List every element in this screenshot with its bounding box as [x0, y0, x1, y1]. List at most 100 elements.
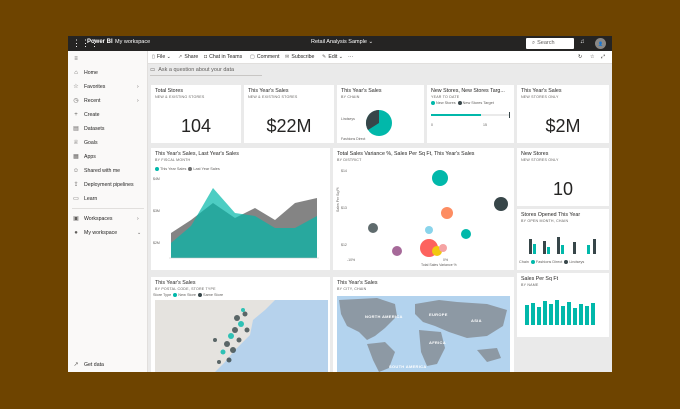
y-tick: $4M [153, 177, 160, 181]
app-launcher-icon[interactable]: ⋮⋮⋮ [72, 38, 99, 48]
tile-new-stores-target[interactable]: New Stores, New Stores Targ... YEAR TO D… [427, 85, 514, 143]
column-bar [531, 303, 535, 325]
map-land [419, 330, 445, 366]
arrow-up-right-icon: ↗ [73, 362, 79, 368]
bubble-map[interactable] [155, 300, 328, 372]
pie-chart: Lindseys Fashions Direct [341, 109, 392, 141]
tile-sales-by-postal[interactable]: This Year's Sales BY POSTAL CODE, STORE … [151, 277, 330, 372]
favorite-star-icon[interactable]: ☆ [590, 54, 595, 60]
map-bubble [232, 327, 238, 333]
comment-button[interactable]: ▢ Comment [250, 54, 280, 60]
scatter-point [368, 223, 378, 233]
search-icon: ⌕ [532, 40, 536, 46]
kpi-value: $2M [545, 116, 581, 136]
map-bubble [224, 341, 230, 347]
chevron-down-icon: ⌄ [368, 39, 374, 45]
y-tick: $12 [341, 243, 347, 247]
collapse-nav-button[interactable]: ≡ [68, 53, 148, 65]
map-bubble [228, 333, 234, 339]
plus-icon: + [74, 112, 78, 118]
tile-sales-by-chain[interactable]: This Year's Sales BY CHAIN Lindseys Fash… [337, 85, 424, 143]
workspace-breadcrumb[interactable]: My workspace [115, 39, 151, 45]
sidebar-item-goals[interactable]: ♕ Goals [68, 137, 148, 149]
workspaces-icon: ▣ [73, 216, 79, 222]
scatter-point [425, 226, 433, 234]
sidebar-item-my-workspace[interactable]: ● My workspace ⌄ [68, 227, 148, 239]
file-icon: ▯ [152, 54, 155, 60]
kpi-value: 104 [180, 116, 212, 136]
sidebar-item-apps[interactable]: ▦ Apps [68, 151, 148, 163]
sidebar-item-learn[interactable]: ▭ Learn [68, 193, 148, 205]
scatter-point [439, 244, 447, 252]
refresh-icon[interactable]: ↻ [578, 54, 583, 60]
subscribe-button[interactable]: ✉ Subscribe [285, 54, 315, 60]
chat-in-teams-button[interactable]: ◘ Chat in Teams [204, 54, 243, 60]
map-bubble [213, 338, 217, 342]
column-bar [585, 306, 589, 325]
file-menu[interactable]: ▯ File ⌄ [152, 54, 172, 60]
map-bubble [242, 311, 248, 317]
map-bubble [234, 315, 240, 321]
sidebar-item-datasets[interactable]: ▤ Datasets [68, 123, 148, 135]
column-bar [567, 302, 571, 325]
map-land [415, 300, 507, 338]
powerbi-window: ⋮⋮⋮ Power BI My workspace Retail Analysi… [68, 36, 612, 372]
chevron-right-icon: › [137, 84, 139, 90]
chevron-right-icon: › [137, 98, 139, 104]
fullscreen-icon[interactable]: ⤢ [601, 54, 606, 60]
y-tick: $3M [153, 209, 160, 213]
tile-new-stores[interactable]: New Stores NEW STORES ONLY 10 [517, 148, 609, 206]
column-bar [587, 245, 590, 254]
world-map[interactable]: NORTH AMERICA EUROPE ASIA AFRICA SOUTH A… [337, 296, 510, 372]
map-bubble [236, 337, 242, 343]
sidebar-divider [72, 208, 144, 209]
map-bubble [238, 321, 244, 327]
map-bubble [217, 360, 221, 364]
share-button[interactable]: ↗ Share [178, 54, 199, 60]
tile-stores-opened[interactable]: Stores Opened This Year BY OPEN MONTH, C… [517, 209, 609, 270]
brand-label[interactable]: Power BI [87, 39, 113, 45]
tile-total-stores[interactable]: Total Stores NEW & EXISTING STORES 104 [151, 85, 241, 143]
report-title[interactable]: Retail Analysis Sample ⌄ [311, 39, 374, 45]
tile-sales-by-fiscal-month[interactable]: This Year's Sales, Last Year's Sales BY … [151, 148, 330, 270]
avatar[interactable]: 👤 [595, 38, 606, 49]
search-input[interactable]: ⌕ Search [526, 38, 574, 49]
tile-sales-per-sqft[interactable]: Sales Per Sq Ft BY NAME [517, 273, 609, 337]
scatter-chart: Sales Per Sq Ft $14 $13 $12 -10% 0% Tota… [336, 169, 508, 267]
sidebar-item-workspaces[interactable]: ▣ Workspaces › [68, 213, 148, 225]
hamburger-icon: ≡ [74, 56, 78, 62]
chart-legend: Chain Fashions Direct Lindseys [519, 260, 585, 264]
map-land [339, 298, 397, 340]
x-tick: -10% [347, 258, 355, 262]
column-bar [529, 239, 532, 254]
pie-label-fashions-direct: Fashions Direct [341, 137, 365, 141]
column-bar [573, 308, 577, 325]
edit-button[interactable]: ✎ Edit ⌄ [322, 54, 344, 60]
sidebar-item-create[interactable]: + Create [68, 109, 148, 121]
sidebar-item-pipelines[interactable]: ⇪ Deployment pipelines [68, 179, 148, 191]
chart-legend: This Year Sales Last Year Sales [153, 167, 220, 171]
get-data-link[interactable]: ↗ Get data [68, 359, 148, 371]
notification-icon[interactable]: ♫ [580, 39, 585, 45]
pie-label-lindseys: Lindseys [341, 117, 355, 121]
sidebar-item-shared[interactable]: ☺ Shared with me [68, 165, 148, 177]
sidebar-item-home[interactable]: ⌂ Home [68, 67, 148, 79]
qa-input[interactable]: ▭ Ask a question about your data [150, 67, 262, 76]
mail-icon: ✉ [285, 54, 290, 60]
sidebar-item-favorites[interactable]: ☆ Favorites › [68, 81, 148, 93]
sidebar-item-recent[interactable]: ◷ Recent › [68, 95, 148, 107]
map-svg [155, 300, 275, 372]
kpi-value: $22M [266, 116, 312, 136]
scatter-point [494, 197, 508, 211]
tile-this-year-sales[interactable]: This Year's Sales NEW & EXISTING STORES … [244, 85, 334, 143]
more-options-button[interactable]: ··· [348, 54, 354, 60]
tile-sales-new-stores[interactable]: This Year's Sales NEW STORES ONLY $2M [517, 85, 609, 143]
tile-sales-variance[interactable]: Total Sales Variance %, Sales Per Sq Ft,… [333, 148, 514, 270]
dashboard-main: ▯ File ⌄ ↗ Share ◘ Chat in Teams ▢ Comment ✉… [148, 51, 612, 372]
column-chart [525, 300, 595, 325]
map-label: SOUTH AMERICA [389, 364, 427, 369]
column-bar [525, 305, 529, 325]
y-tick: $13 [341, 206, 347, 210]
axis-tick: 15 [483, 123, 487, 127]
tile-sales-by-city[interactable]: This Year's Sales BY CITY, CHAIN NORTH A… [333, 277, 514, 372]
